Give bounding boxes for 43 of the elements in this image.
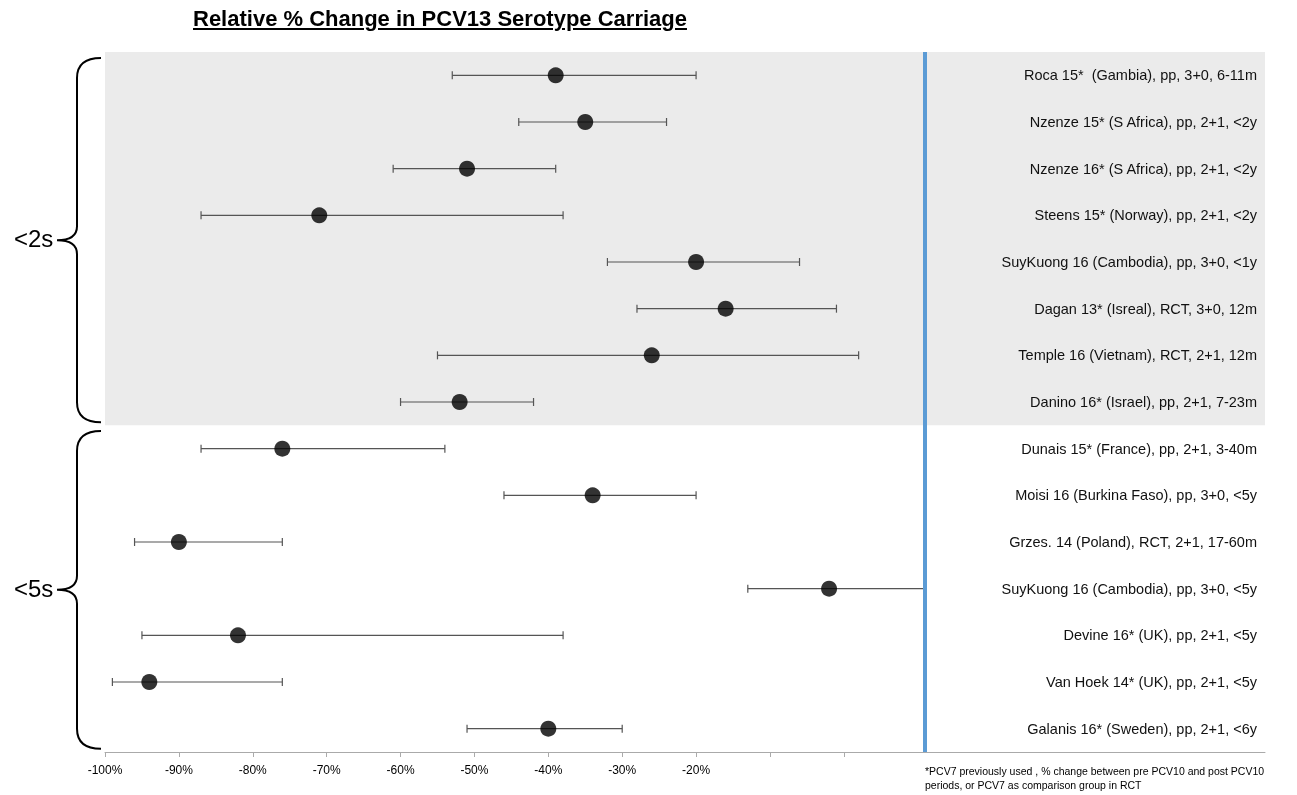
x-tick-label: -30% <box>608 763 637 777</box>
point <box>584 487 601 504</box>
y-tick-label: Dunais 15* (France), pp, 2+1, 3-40m <box>1021 440 1257 457</box>
x-tick-label: -50% <box>460 763 489 777</box>
point <box>821 580 838 597</box>
chart-title: Relative % Change in PCV13 Serotype Carriage <box>193 6 687 32</box>
text: <2s <box>14 225 54 254</box>
point <box>459 160 476 177</box>
point <box>577 114 594 130</box>
point <box>688 254 705 270</box>
y-tick-label: Nzenze 15* (S Africa), pp, 2+1, <2y <box>1029 114 1258 130</box>
x-tick-label: -60% <box>386 763 415 777</box>
y-tick-label: SuyKuong 16 (Cambodia), pp, 3+0, <5y <box>1001 580 1258 597</box>
y-tick-label: Temple 16 (Vietnam), RCT, 2+1, 12m <box>1018 347 1257 364</box>
x-tick-label: -80% <box>238 763 268 777</box>
point <box>170 534 187 550</box>
y-tick-label: Grzes. 14 (Poland), RCT, 2+1, 17-60m <box>1009 534 1257 550</box>
point <box>451 394 468 410</box>
y-tick-label: Roca 15* (Gambia), pp, 3+0, 6-11m <box>1023 67 1257 84</box>
y-tick-label: Steens 15* (Norway), pp, 2+1, <2y <box>1034 207 1258 224</box>
x-tick-label: -100% <box>87 763 123 777</box>
y-tick-label: Dagan 13* (Isreal), RCT, 3+0, 12m <box>1034 300 1257 317</box>
point <box>547 67 564 84</box>
x-tick-label: -70% <box>312 763 341 777</box>
point <box>274 440 291 457</box>
y-tick-label: Van Hoek 14* (UK), pp, 2+1, <5y <box>1046 674 1258 690</box>
point <box>311 207 328 224</box>
point <box>141 674 158 690</box>
x-tick-label: -40% <box>534 763 563 777</box>
y-tick-label: Galanis 16* (Sweden), pp, 2+1, <6y <box>1027 720 1258 737</box>
y-tick-label: Devine 16* (UK), pp, 2+1, <5y <box>1063 627 1258 644</box>
text: <5s <box>14 575 54 604</box>
x-tick-label: -20% <box>682 763 711 777</box>
y-tick-label: Nzenze 16* (S Africa), pp, 2+1, <2y <box>1029 160 1258 177</box>
y-tick-label: Danino 16* (Israel), pp, 2+1, 7-23m <box>1030 394 1257 410</box>
point <box>230 627 246 644</box>
y-tick-label: SuyKuong 16 (Cambodia), pp, 3+0, <1y <box>1001 254 1258 270</box>
x-tick-label: -90% <box>164 763 194 777</box>
y-tick-label: Moisi 16 (Burkina Faso), pp, 3+0, <5y <box>1015 487 1258 504</box>
point <box>643 347 660 364</box>
text: *PCV7 previously used , % change between pre PCV10 and post PCV10 periods, or PCV7 as comparison group in RCT <box>925 764 1266 792</box>
point <box>540 720 557 737</box>
point <box>717 300 734 317</box>
